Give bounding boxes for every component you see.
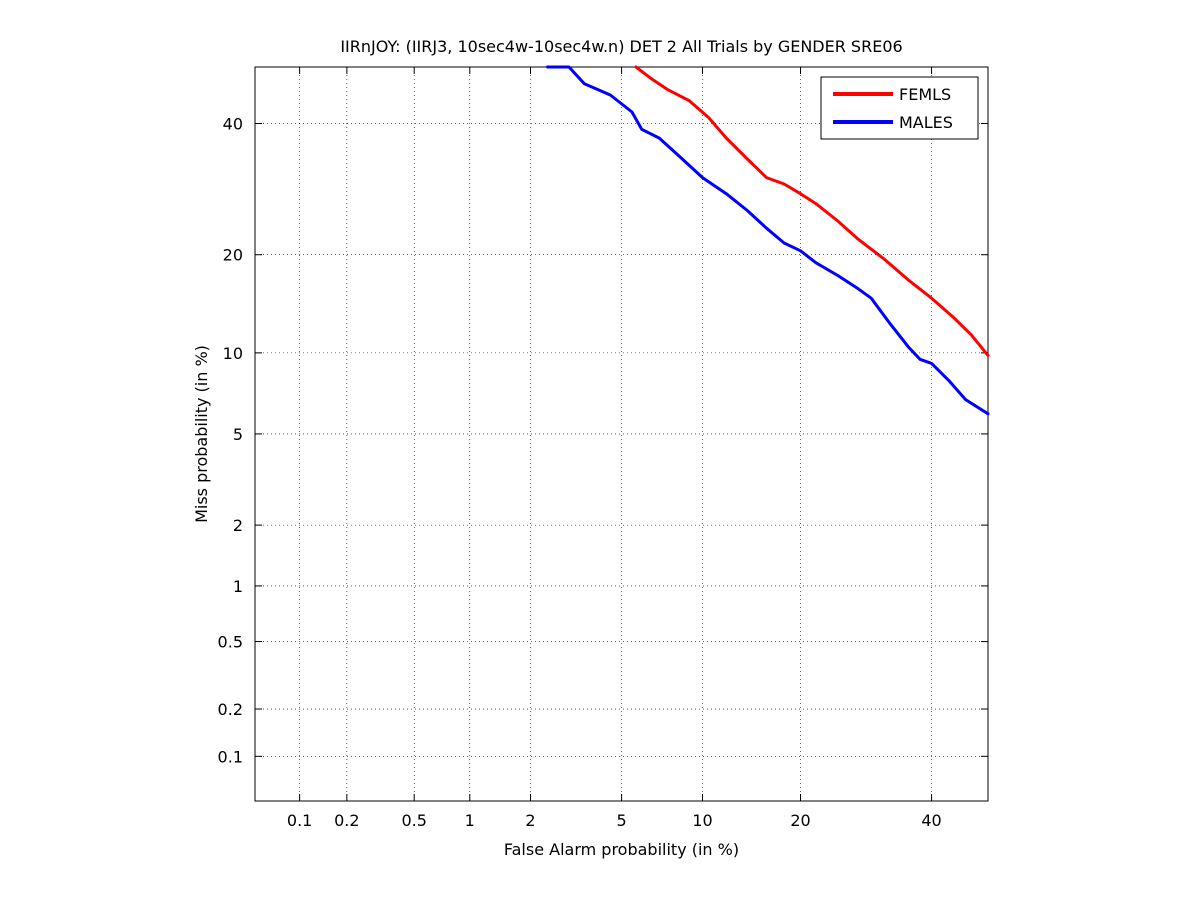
axis-ticks: 0.1 0.2 0.5 1 2 5 10 20 40 0.1 0.2 0.5 1 2 5 10 20 40: [218, 67, 988, 830]
y-tick-label: 1: [233, 577, 243, 596]
x-tick-label: 10: [692, 811, 712, 830]
x-tick-label: 40: [921, 811, 941, 830]
x-tick-label: 1: [465, 811, 475, 830]
y-tick-label: 0.5: [218, 633, 243, 652]
y-tick-label: 40: [223, 115, 243, 134]
chart-title: IIRnJOY: (IIRJ3, 10sec4w-10sec4w.n) DET …: [340, 37, 902, 56]
x-tick-label: 0.2: [334, 811, 359, 830]
y-tick-label: 2: [233, 516, 243, 535]
x-tick-label: 0.5: [401, 811, 426, 830]
series-line-femls: [634, 65, 990, 357]
y-tick-label: 10: [223, 344, 243, 363]
legend-box: [820, 76, 979, 140]
legend: FEMLS MALES: [820, 76, 979, 140]
x-axis-label: False Alarm probability (in %): [504, 840, 739, 859]
x-tick-label: 20: [790, 811, 810, 830]
x-tick-label: 5: [616, 811, 626, 830]
legend-label-femls: FEMLS: [899, 85, 951, 104]
x-tick-label: 2: [525, 811, 535, 830]
x-tick-label: 0.1: [287, 811, 312, 830]
series-line-males: [546, 65, 990, 416]
legend-label-males: MALES: [899, 113, 953, 132]
series-group: [546, 65, 990, 416]
y-tick-label: 0.1: [218, 747, 243, 766]
y-tick-label: 0.2: [218, 700, 243, 719]
plot-frame: [254, 66, 989, 802]
y-tick-label: 20: [223, 246, 243, 265]
grid: [255, 67, 988, 801]
y-axis-label: Miss probability (in %): [192, 345, 211, 523]
y-tick-label: 5: [233, 425, 243, 444]
